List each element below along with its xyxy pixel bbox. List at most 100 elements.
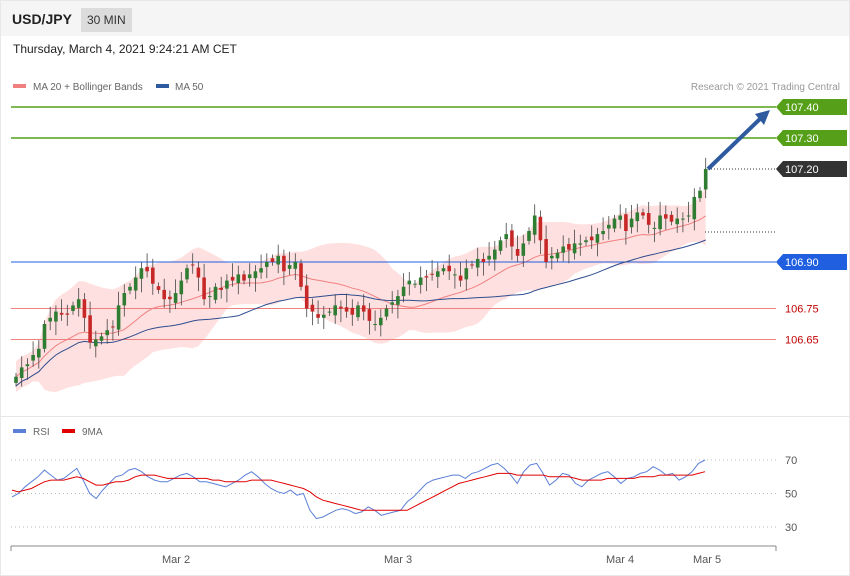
candle-down bbox=[162, 289, 166, 300]
candle-up bbox=[253, 271, 258, 279]
bollinger-band bbox=[15, 186, 706, 393]
rsi-panel: RSI 9MA 30 50 70 bbox=[11, 427, 797, 534]
candle-up bbox=[94, 339, 98, 347]
candle-up bbox=[327, 311, 332, 313]
candle-up bbox=[276, 255, 280, 265]
candle-up bbox=[441, 268, 446, 272]
candle-up bbox=[287, 265, 292, 269]
candle-down bbox=[515, 248, 520, 256]
last-label: 107.20 bbox=[785, 164, 819, 176]
candle-up bbox=[618, 215, 622, 220]
support-label: 106.65 bbox=[785, 335, 819, 347]
candle-up bbox=[493, 249, 497, 260]
x-tick-label: Mar 5 bbox=[693, 554, 721, 566]
candle-down bbox=[190, 264, 195, 266]
candle-down bbox=[447, 265, 451, 272]
rsi-legend-label: RSI bbox=[33, 427, 50, 438]
candle-down bbox=[567, 244, 571, 250]
candle-up bbox=[185, 268, 189, 280]
legend-swatch bbox=[156, 84, 169, 88]
candle-up bbox=[116, 305, 121, 330]
candle-down bbox=[145, 266, 149, 272]
resistance-label: 107.30 bbox=[785, 133, 819, 145]
candle-down bbox=[424, 276, 429, 278]
candle-up bbox=[25, 364, 30, 367]
candle-up bbox=[76, 299, 81, 308]
candle-up bbox=[504, 234, 508, 240]
panel-divider bbox=[1, 416, 849, 417]
candle-up bbox=[658, 215, 662, 230]
candle-up bbox=[139, 268, 144, 279]
candle-down bbox=[664, 214, 668, 219]
header-bar: USD/JPY 30 MIN bbox=[1, 1, 849, 36]
rsi-line bbox=[11, 459, 706, 520]
rsi-legend-label: 9MA bbox=[82, 427, 103, 438]
candle-down bbox=[339, 306, 343, 309]
candlesticks bbox=[14, 157, 708, 387]
candle-down bbox=[242, 274, 246, 281]
candle-up bbox=[99, 336, 104, 341]
candle-up bbox=[601, 231, 605, 235]
candle-up bbox=[133, 277, 138, 291]
candle-up bbox=[681, 218, 685, 220]
candle-up bbox=[475, 258, 480, 268]
candle-up bbox=[42, 324, 47, 349]
candle-up bbox=[247, 274, 252, 279]
candle-down bbox=[458, 275, 463, 281]
candle-up bbox=[418, 277, 423, 285]
candle-up bbox=[561, 246, 565, 253]
price-legend: MA 20 + Bollinger Bands MA 50 bbox=[13, 82, 204, 93]
candle-up bbox=[698, 190, 702, 199]
candle-up bbox=[225, 280, 229, 289]
ma50-path bbox=[15, 239, 706, 387]
candle-down bbox=[589, 236, 594, 241]
candle-up bbox=[213, 286, 218, 300]
x-axis: Mar 2 Mar 3 Mar 4 Mar 5 bbox=[10, 545, 777, 566]
candle-down bbox=[270, 258, 275, 262]
candle-down bbox=[88, 315, 92, 343]
candle-up bbox=[413, 283, 417, 285]
candle-up bbox=[265, 262, 269, 267]
resistance-tag bbox=[776, 99, 847, 115]
candle-up bbox=[498, 240, 503, 251]
candle-down bbox=[202, 277, 206, 300]
forecast-arrow bbox=[706, 110, 770, 171]
ma50-line bbox=[15, 239, 706, 387]
candle-up bbox=[555, 252, 560, 259]
candle-up bbox=[71, 305, 75, 311]
candle-up bbox=[259, 268, 263, 273]
candle-down bbox=[111, 326, 115, 328]
arrow-shaft bbox=[706, 115, 764, 171]
candle-down bbox=[350, 307, 355, 315]
candle-up bbox=[31, 355, 35, 361]
candle-down bbox=[646, 213, 651, 225]
candle-up bbox=[453, 274, 457, 276]
candle-up bbox=[396, 296, 400, 305]
rsi-legend-swatch bbox=[62, 429, 75, 433]
candle-up bbox=[379, 317, 383, 326]
rsi-tick-label: 30 bbox=[785, 522, 797, 534]
candle-down bbox=[481, 258, 486, 262]
candle-up bbox=[527, 231, 531, 241]
candle-up bbox=[436, 271, 440, 277]
candle-down bbox=[230, 276, 235, 281]
candle-up bbox=[173, 293, 178, 303]
candle-down bbox=[151, 267, 155, 284]
candle-up bbox=[595, 234, 600, 243]
candle-down bbox=[59, 312, 64, 315]
candle-up bbox=[390, 302, 394, 305]
candle-up bbox=[54, 311, 58, 322]
candle-down bbox=[65, 313, 70, 315]
candle-down bbox=[310, 304, 315, 312]
ma20-line bbox=[15, 215, 706, 378]
candle-up bbox=[122, 293, 127, 306]
x-tick-label: Mar 2 bbox=[162, 554, 190, 566]
candle-down bbox=[669, 214, 674, 222]
candle-up bbox=[322, 314, 326, 318]
bollinger-fill bbox=[16, 186, 706, 393]
price-levels: 107.40 107.30 107.20 106.90 106.75 106.65 bbox=[11, 99, 847, 347]
legend-label: MA 50 bbox=[175, 82, 204, 93]
candle-up bbox=[703, 169, 708, 190]
timeframe-button[interactable]: 30 MIN bbox=[81, 8, 132, 32]
